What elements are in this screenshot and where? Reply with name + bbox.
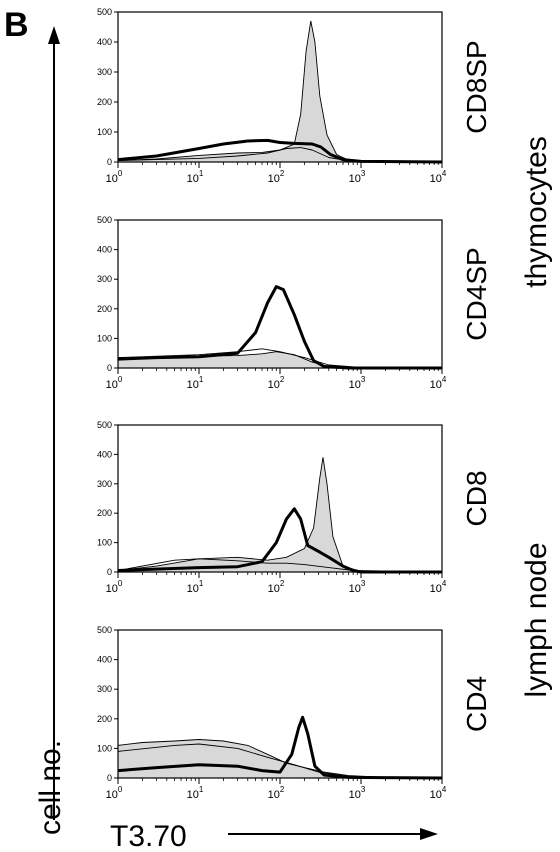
x-tick-label: 102: [268, 375, 285, 391]
panel-title: CD4: [461, 676, 492, 732]
panel-cd4: 0 100 200 300 400 500 100 101 102 103 104 CD4: [97, 625, 492, 801]
y-tick-label: 0: [107, 773, 112, 783]
x-tick-label: 104: [430, 169, 447, 185]
panel-title: CD8: [461, 470, 492, 526]
series-thick-histogram: [117, 138, 443, 164]
y-tick-label: 0: [107, 157, 112, 167]
x-tick-label: 103: [349, 169, 366, 185]
plot-frame: [117, 11, 443, 163]
x-tick-label: 102: [268, 785, 285, 801]
x-tick-label: 101: [187, 169, 204, 185]
y-tick-label: 200: [97, 714, 112, 724]
series-shaded-histogram: [117, 351, 442, 369]
x-tick-label: 104: [430, 579, 447, 595]
x-tick-label: 104: [430, 375, 447, 391]
x-tick-label: 103: [349, 579, 366, 595]
y-tick-label: 300: [97, 274, 112, 284]
series-thin-histogram: [117, 147, 443, 163]
series-thick-histogram: [117, 715, 443, 780]
x-axis-label: T3.70: [110, 820, 187, 852]
y-tick-label: 200: [97, 304, 112, 314]
group-label-lymph-node: lymph node: [520, 542, 553, 697]
panel-label: B: [4, 6, 29, 44]
x-tick-label: 104: [430, 785, 447, 801]
panel-cd4sp: 0 100 200 300 400 500 100 101 102 103 104 CD4SP: [97, 215, 492, 391]
y-axis-arrow-head: [48, 26, 60, 44]
y-tick-label: 500: [97, 215, 112, 225]
x-tick-label: 101: [187, 375, 204, 391]
panel-title: CD4SP: [461, 247, 492, 340]
series-thin-histogram: [117, 558, 443, 573]
y-axis-label: cell no.: [34, 740, 67, 835]
y-tick-label: 200: [97, 508, 112, 518]
panel-cd8sp: 0 100 200 300 400 500 100 101 102 103 104 CD8SP: [97, 7, 492, 185]
y-tick-label: 0: [107, 363, 112, 373]
plot-frame: [117, 219, 443, 369]
y-tick-label: 300: [97, 684, 112, 694]
y-tick-label: 300: [97, 67, 112, 77]
x-tick-label: 100: [106, 169, 123, 185]
panel-title: CD8SP: [461, 40, 492, 133]
y-tick-label: 500: [97, 420, 112, 430]
y-tick-label: 400: [97, 449, 112, 459]
y-tick-label: 500: [97, 625, 112, 635]
series-thick-histogram: [117, 285, 442, 370]
y-tick-label: 500: [97, 7, 112, 17]
y-tick-label: 100: [97, 333, 112, 343]
x-axis-arrow-head: [420, 828, 438, 840]
x-tick-label: 100: [106, 375, 123, 391]
y-tick-label: 0: [107, 567, 112, 577]
y-tick-label: 100: [97, 743, 112, 753]
y-tick-label: 100: [97, 127, 112, 137]
series-thin-histogram: [117, 743, 443, 779]
panel-cd8: 0 100 200 300 400 500 100 101 102 103 104 CD8: [97, 420, 492, 595]
x-tick-label: 100: [106, 579, 123, 595]
x-tick-label: 103: [349, 785, 366, 801]
y-tick-label: 400: [97, 37, 112, 47]
x-tick-label: 100: [106, 785, 123, 801]
series-thin-histogram: [117, 348, 443, 369]
histogram-panels: 0 100 200 300 400 500 100 101 102 103 104 CD8SP 0 100…: [97, 7, 492, 801]
x-tick-label: 101: [187, 785, 204, 801]
x-tick-label: 102: [268, 169, 285, 185]
y-tick-label: 400: [97, 245, 112, 255]
y-tick-label: 200: [97, 97, 112, 107]
x-tick-label: 102: [268, 579, 285, 595]
group-label-thymocytes: thymocytes: [520, 136, 553, 288]
series-thick-histogram: [117, 507, 442, 574]
y-tick-label: 100: [97, 538, 112, 548]
series-shaded-histogram: [117, 20, 443, 163]
series-shaded-histogram: [117, 457, 443, 573]
y-tick-label: 300: [97, 479, 112, 489]
plot-frame: [117, 424, 443, 573]
y-tick-label: 400: [97, 655, 112, 665]
x-tick-label: 101: [187, 579, 204, 595]
x-tick-label: 103: [349, 375, 366, 391]
